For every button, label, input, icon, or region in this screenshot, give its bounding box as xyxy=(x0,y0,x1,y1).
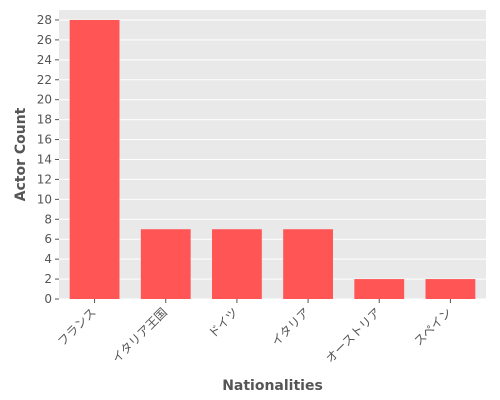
y-tick-label: 10 xyxy=(37,192,52,206)
x-tick-label: オーストリア xyxy=(323,305,383,365)
bar xyxy=(212,229,262,299)
x-axis-title: Nationalities xyxy=(222,378,323,394)
y-tick-label: 2 xyxy=(44,272,52,286)
y-tick-label: 0 xyxy=(44,292,52,306)
y-tick-label: 24 xyxy=(37,53,52,67)
bar xyxy=(140,229,191,299)
y-tick-label: 20 xyxy=(37,93,52,107)
x-axis-ticks: フランス イタリア王国 ドイツ イタリア オーストリア スペイン xyxy=(55,299,455,366)
y-tick-label: 18 xyxy=(37,113,52,127)
x-tick-label: イタリア xyxy=(269,305,313,349)
x-tick-label: ドイツ xyxy=(206,305,241,340)
bar xyxy=(354,279,405,299)
y-tick-label: 12 xyxy=(37,172,52,186)
y-tick-label: 28 xyxy=(37,13,52,27)
bars xyxy=(69,19,476,300)
bar xyxy=(69,19,120,300)
bar xyxy=(283,229,333,299)
bar xyxy=(425,279,476,299)
y-tick-label: 8 xyxy=(44,212,52,226)
y-tick-label: 14 xyxy=(37,152,52,166)
y-tick-label: 6 xyxy=(44,232,52,246)
plot-area xyxy=(59,10,486,299)
x-tick-label: イタリア王国 xyxy=(109,305,169,365)
y-tick-label: 4 xyxy=(44,252,52,266)
y-tick-label: 26 xyxy=(37,33,52,47)
y-axis-title: Actor Count xyxy=(13,107,29,201)
y-tick-label: 16 xyxy=(37,133,52,147)
y-tick-label: 22 xyxy=(37,73,52,87)
x-tick-label: スペイン xyxy=(411,305,454,348)
gridlines xyxy=(59,19,486,300)
x-tick-label: フランス xyxy=(55,305,99,349)
